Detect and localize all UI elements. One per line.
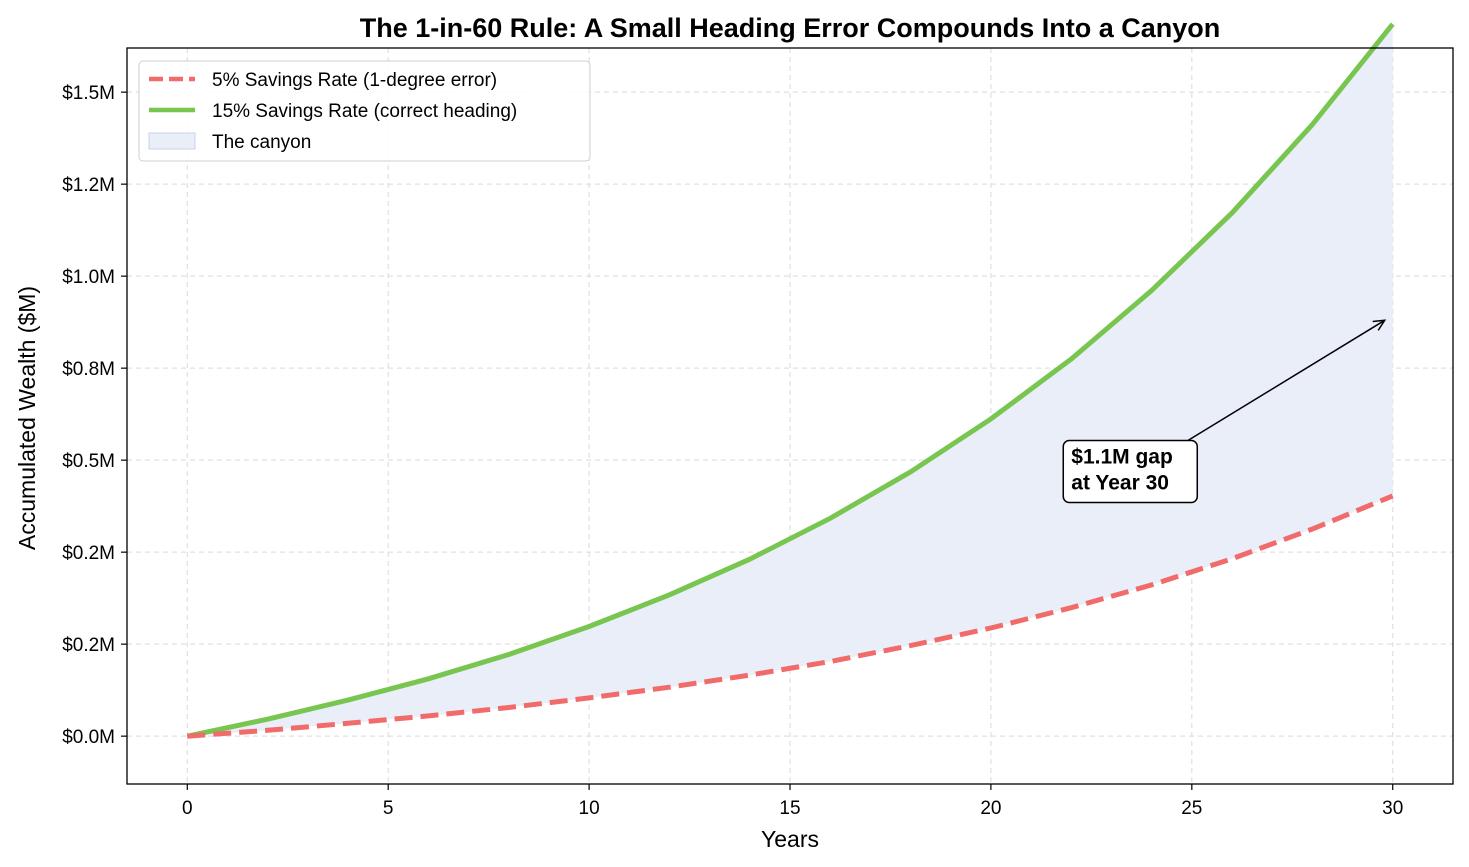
- y-axis-title: Accumulated Wealth ($M): [14, 286, 40, 550]
- x-tick-label: 10: [579, 798, 600, 819]
- legend-box: [138, 60, 591, 162]
- y-tick-label: $1.0M: [62, 267, 115, 288]
- annotation-box: [1062, 439, 1199, 504]
- legend-swatch-canyon: [148, 132, 196, 150]
- y-tick-label: $0.2M: [62, 543, 115, 564]
- annotation-text-line-2: at Year 30: [1071, 472, 1169, 495]
- x-tick-label: 20: [980, 798, 1001, 819]
- y-tick-label: $0.2M: [62, 635, 115, 656]
- legend-label-canyon: The canyon: [212, 132, 311, 153]
- x-axis: 0 5 10 15 20 25 30: [182, 784, 1403, 819]
- legend: 5% Savings Rate (1-degree error) 15% Sav…: [138, 60, 591, 162]
- x-tick-label: 5: [383, 798, 394, 819]
- gap-annotation: $1.1M gap at Year 30: [1062, 319, 1387, 504]
- legend-label-15pct-savings: 15% Savings Rate (correct heading): [212, 101, 517, 122]
- x-tick-label: 15: [779, 798, 800, 819]
- chart-title: The 1-in-60 Rule: A Small Heading Error …: [360, 13, 1221, 43]
- series-line-5pct-savings: [187, 493, 1394, 739]
- annotation-arrowhead: [1372, 319, 1387, 331]
- x-axis-title: Years: [761, 826, 819, 852]
- y-tick-label: $0.8M: [62, 359, 115, 380]
- legend-label-5pct-savings: 5% Savings Rate (1-degree error): [212, 70, 497, 91]
- canyon-fill-area: [187, 24, 1393, 737]
- annotation-text-line-1: $1.1M gap: [1071, 446, 1173, 469]
- y-tick-label: $1.2M: [62, 175, 115, 196]
- x-tick-label: 0: [182, 798, 193, 819]
- series-line-15pct-savings: [186, 22, 1395, 739]
- x-tick-label: 30: [1382, 798, 1403, 819]
- annotation-arrow: [1187, 319, 1386, 442]
- y-axis: $0.0M $0.2M $0.2M $0.5M $0.8M $1.0M $1.2M $1.5M: [62, 83, 127, 748]
- y-tick-label: $1.5M: [62, 83, 115, 104]
- x-tick-label: 25: [1181, 798, 1202, 819]
- y-tick-label: $0.0M: [62, 727, 115, 748]
- y-tick-label: $0.5M: [62, 451, 115, 472]
